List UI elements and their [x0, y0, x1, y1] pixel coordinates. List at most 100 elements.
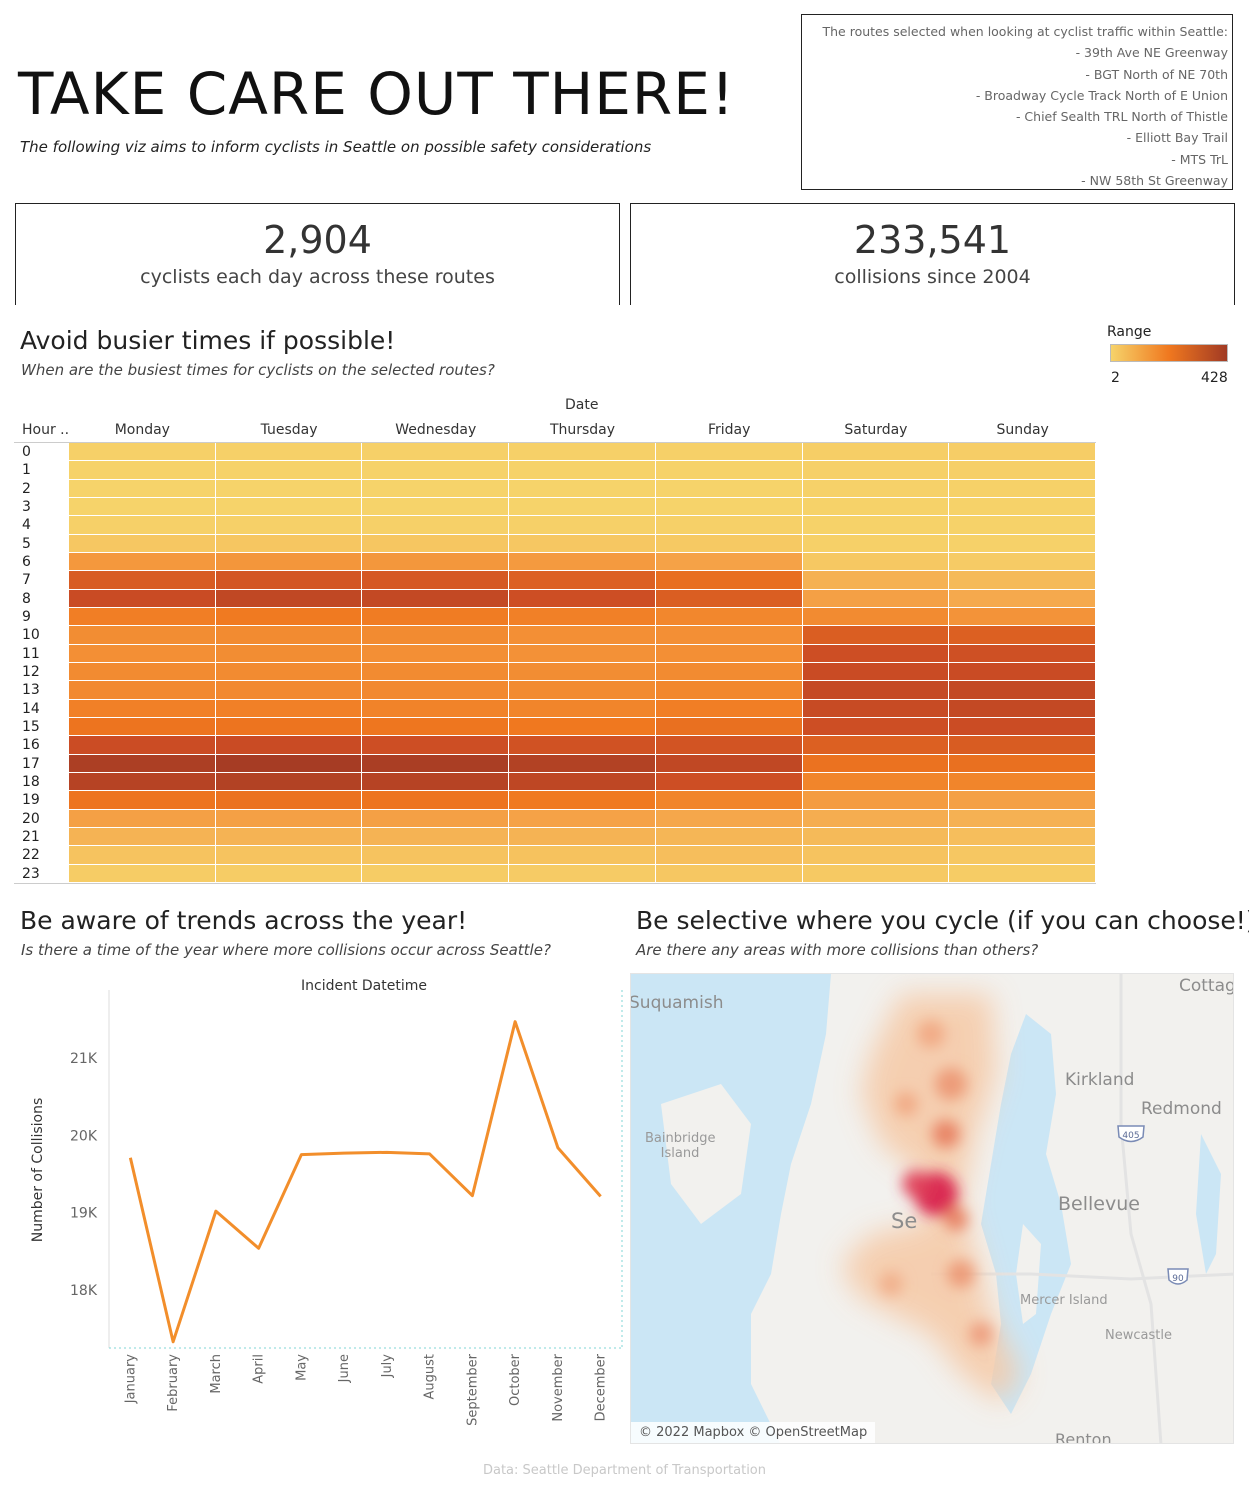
heatmap-cell[interactable]	[215, 644, 363, 663]
heatmap-cell[interactable]	[509, 809, 656, 828]
heatmap-cell[interactable]	[949, 534, 1096, 553]
heatmap-cell[interactable]	[362, 589, 510, 608]
heatmap-cell[interactable]	[215, 461, 363, 480]
heatmap-cell[interactable]	[215, 479, 363, 498]
heatmap-cell[interactable]	[949, 791, 1096, 810]
heatmap-cell[interactable]	[655, 479, 803, 498]
heatmap-cell[interactable]	[509, 828, 656, 847]
heatmap-cell[interactable]	[802, 644, 950, 663]
heatmap-cell[interactable]	[69, 846, 216, 865]
heatmap-cell[interactable]	[655, 461, 803, 480]
heatmap-cell[interactable]	[362, 846, 510, 865]
collisions-data-point[interactable]	[211, 1206, 221, 1216]
heatmap-cell[interactable]	[655, 534, 803, 553]
heatmap-cell[interactable]	[949, 644, 1096, 663]
heatmap-cell[interactable]	[949, 553, 1096, 572]
heatmap-cell[interactable]	[362, 773, 510, 792]
heatmap-cell[interactable]	[655, 864, 803, 883]
heatmap-cell[interactable]	[362, 479, 510, 498]
heatmap-cell[interactable]	[802, 846, 950, 865]
heatmap-cell[interactable]	[655, 663, 803, 682]
heatmap-cell[interactable]	[215, 828, 363, 847]
heatmap-cell[interactable]	[949, 773, 1096, 792]
heatmap-cell[interactable]	[362, 443, 510, 462]
heatmap-cell[interactable]	[362, 663, 510, 682]
heatmap-cell[interactable]	[949, 736, 1096, 755]
heatmap-cell[interactable]	[802, 773, 950, 792]
heatmap-cell[interactable]	[949, 461, 1096, 480]
heatmap-cell[interactable]	[802, 443, 950, 462]
heatmap-cell[interactable]	[69, 828, 216, 847]
heatmap-cell[interactable]	[655, 608, 803, 627]
heatmap-cell[interactable]	[509, 699, 656, 718]
heatmap-cell[interactable]	[215, 571, 363, 590]
heatmap-cell[interactable]	[362, 608, 510, 627]
heatmap-cell[interactable]	[215, 498, 363, 517]
heatmap-cell[interactable]	[362, 754, 510, 773]
heatmap-cell[interactable]	[69, 626, 216, 645]
heatmap-cell[interactable]	[69, 681, 216, 700]
heatmap-cell[interactable]	[949, 846, 1096, 865]
heatmap-cell[interactable]	[69, 553, 216, 572]
heatmap-cell[interactable]	[949, 718, 1096, 737]
heatmap-cell[interactable]	[655, 828, 803, 847]
heatmap-cell[interactable]	[69, 589, 216, 608]
heatmap-cell[interactable]	[655, 791, 803, 810]
heatmap-cell[interactable]	[655, 498, 803, 517]
heatmap-cell[interactable]	[655, 571, 803, 590]
collision-density-map[interactable]: 405 90 Suquamish Cottag Kirkland Redmond…	[630, 973, 1234, 1444]
heatmap-cell[interactable]	[362, 736, 510, 755]
heatmap-cell[interactable]	[802, 681, 950, 700]
heatmap-cell[interactable]	[215, 864, 363, 883]
collisions-data-point[interactable]	[168, 1337, 178, 1347]
heatmap-cell[interactable]	[949, 498, 1096, 517]
heatmap-cell[interactable]	[362, 534, 510, 553]
heatmap-cell[interactable]	[949, 589, 1096, 608]
heatmap-cell[interactable]	[509, 608, 656, 627]
collisions-data-point[interactable]	[296, 1150, 306, 1160]
collisions-data-point[interactable]	[510, 1017, 520, 1027]
heatmap-cell[interactable]	[509, 443, 656, 462]
heatmap-cell[interactable]	[655, 443, 803, 462]
heatmap-cell[interactable]	[949, 663, 1096, 682]
heatmap-cell[interactable]	[655, 718, 803, 737]
heatmap-cell[interactable]	[802, 809, 950, 828]
heatmap-cell[interactable]	[509, 479, 656, 498]
heatmap-cell[interactable]	[655, 516, 803, 535]
collisions-data-point[interactable]	[425, 1149, 435, 1159]
heatmap-cell[interactable]	[215, 553, 363, 572]
collisions-data-point[interactable]	[553, 1143, 563, 1153]
heatmap-cell[interactable]	[802, 754, 950, 773]
heatmap-cell[interactable]	[802, 553, 950, 572]
heatmap-cell[interactable]	[509, 534, 656, 553]
heatmap-cell[interactable]	[949, 681, 1096, 700]
heatmap-cell[interactable]	[362, 553, 510, 572]
collisions-series-line[interactable]	[128, 1020, 602, 1344]
heatmap-cell[interactable]	[509, 644, 656, 663]
heatmap-cell[interactable]	[215, 736, 363, 755]
heatmap-cell[interactable]	[362, 828, 510, 847]
heatmap-cell[interactable]	[362, 498, 510, 517]
collisions-data-point[interactable]	[125, 1153, 135, 1163]
heatmap-cell[interactable]	[362, 626, 510, 645]
heatmap-cell[interactable]	[509, 663, 656, 682]
heatmap-cell[interactable]	[949, 699, 1096, 718]
heatmap-cell[interactable]	[509, 589, 656, 608]
heatmap-cell[interactable]	[215, 516, 363, 535]
heatmap-cell[interactable]	[69, 773, 216, 792]
heatmap-cell[interactable]	[655, 644, 803, 663]
heatmap-cell[interactable]	[802, 718, 950, 737]
heatmap-cell[interactable]	[215, 846, 363, 865]
heatmap-cell[interactable]	[215, 608, 363, 627]
heatmap-cell[interactable]	[362, 461, 510, 480]
heatmap-cell[interactable]	[69, 864, 216, 883]
heatmap-cell[interactable]	[215, 699, 363, 718]
heatmap-cell[interactable]	[215, 534, 363, 553]
heatmap-cell[interactable]	[655, 846, 803, 865]
heatmap-cell[interactable]	[69, 534, 216, 553]
heatmap-cell[interactable]	[69, 479, 216, 498]
heatmap-cell[interactable]	[949, 608, 1096, 627]
heatmap-cell[interactable]	[655, 553, 803, 572]
heatmap-cell[interactable]	[949, 443, 1096, 462]
heatmap-cell[interactable]	[69, 791, 216, 810]
